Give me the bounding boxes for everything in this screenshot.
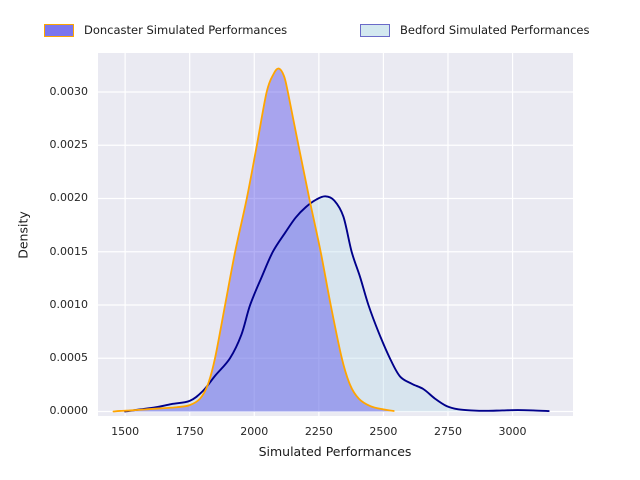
x-tick-label: 2500 (369, 425, 398, 438)
y-tick-label: 0.0020 (49, 191, 89, 205)
x-tick-label: 1500 (111, 425, 140, 438)
density-chart (98, 53, 573, 416)
y-tick-label: 0.0010 (49, 297, 89, 311)
y-tick-label: 0.0000 (49, 404, 89, 418)
x-tick-label: 2000 (240, 425, 269, 438)
y-tick-label: 0.0005 (49, 351, 89, 365)
doncaster-curve (112, 67, 395, 413)
x-tick-label: 3000 (498, 425, 527, 438)
bedford-legend-label: Bedford Simulated Performances (400, 23, 590, 37)
y-tick-label: 0.0030 (49, 84, 89, 98)
plot-area (98, 53, 573, 416)
x-tick-label: 1750 (175, 425, 204, 438)
x-tick-label: 2250 (304, 425, 333, 438)
doncaster-fill (113, 68, 394, 412)
x-tick-label: 2750 (433, 425, 462, 438)
y-tick-label: 0.0025 (49, 138, 89, 152)
bedford-curve (124, 195, 550, 413)
y-tick-label: 0.0015 (49, 244, 89, 258)
bedford-legend-swatch (360, 23, 390, 37)
x-axis-label: Simulated Performances (258, 444, 412, 459)
legend-item-doncaster: Doncaster Simulated Performances (44, 22, 287, 38)
doncaster-legend-label: Doncaster Simulated Performances (84, 23, 288, 37)
legend-item-bedford: Bedford Simulated Performances (360, 22, 589, 38)
y-axis-label: Density (15, 211, 31, 259)
doncaster-legend-swatch (44, 23, 74, 37)
